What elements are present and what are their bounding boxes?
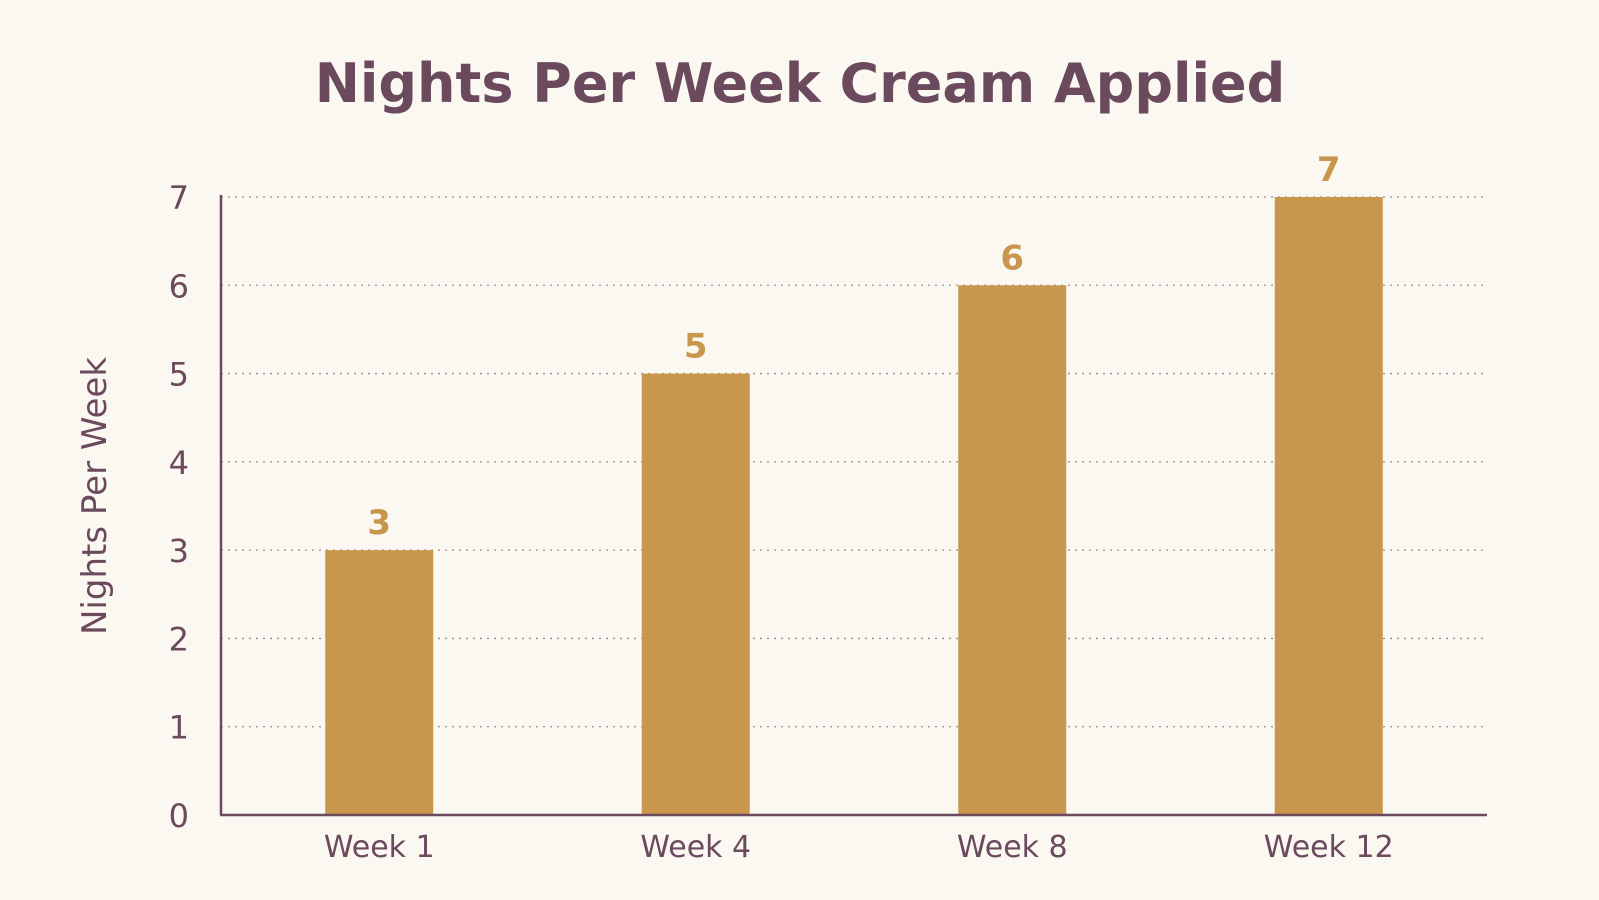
y-tick-label: 3: [169, 532, 189, 570]
value-label: 6: [1000, 238, 1024, 278]
y-tick-label: 6: [169, 267, 189, 305]
x-category-label: Week 4: [640, 830, 751, 865]
chart-title: Nights Per Week Cream Applied: [315, 52, 1286, 115]
bar: [325, 550, 434, 815]
y-axis-label: Nights Per Week: [75, 357, 115, 635]
y-tick-labels: 0 1 2 3 4 5 6 7: [169, 179, 189, 835]
bar: [1274, 197, 1383, 815]
x-category-label: Week 1: [324, 830, 435, 865]
bar: [641, 373, 750, 815]
y-tick-label: 2: [169, 620, 189, 658]
x-category-label: Week 12: [1264, 830, 1394, 865]
y-tick-label: 5: [169, 356, 189, 394]
value-label: 5: [684, 327, 708, 367]
axes: [219, 195, 1487, 817]
y-tick-label: 0: [169, 797, 189, 835]
x-category-labels: Week 1 Week 4 Week 8 Week 12: [324, 830, 1394, 865]
y-tick-label: 7: [169, 179, 189, 217]
x-category-label: Week 8: [957, 830, 1068, 865]
y-tick-label: 4: [169, 444, 189, 482]
bar: [958, 285, 1067, 815]
value-label: 7: [1317, 150, 1341, 190]
bars: [325, 197, 1383, 815]
y-tick-label: 1: [169, 709, 189, 747]
value-labels: 3 5 6 7: [367, 150, 1340, 543]
value-label: 3: [367, 503, 391, 543]
